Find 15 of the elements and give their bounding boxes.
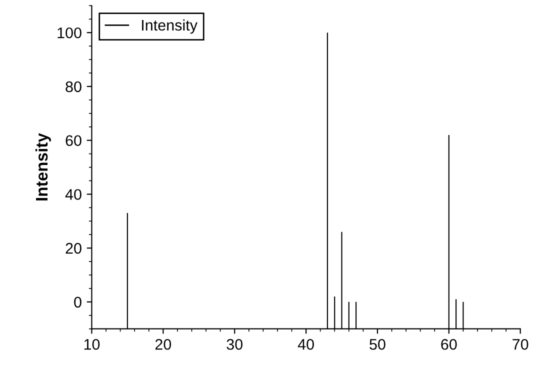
y-tick-label: 40	[65, 189, 82, 200]
y-tick-label: 60	[66, 135, 82, 146]
x-tick-label: 60	[441, 338, 457, 350]
x-tick-label: 40	[298, 338, 314, 350]
x-tick-label: 10	[84, 338, 100, 350]
x-tick-label: 70	[512, 338, 528, 350]
y-tick-label: 80	[66, 81, 82, 92]
y-tick-label: 20	[66, 242, 82, 254]
x-tick-label: 50	[370, 338, 386, 350]
y-tick-label: 0	[74, 296, 82, 308]
y-tick-label: 100	[58, 27, 82, 38]
legend-label: Intensity	[142, 19, 198, 34]
x-tick-label: 20	[155, 338, 172, 350]
x-tick-label: 30	[226, 338, 242, 350]
y-axis-title: Intensity	[35, 133, 51, 200]
